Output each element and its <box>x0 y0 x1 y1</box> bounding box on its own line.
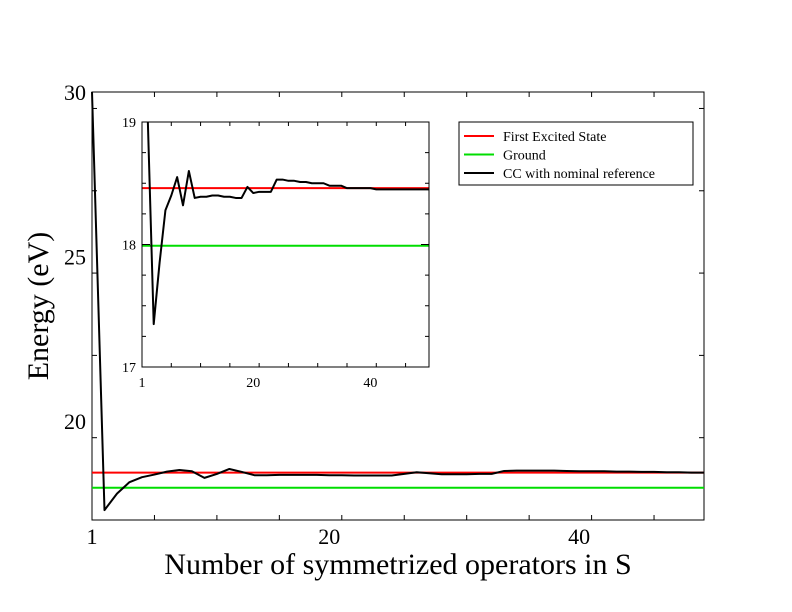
main-plot: 1 20 40 20 25 30 Number of symmetrized operat… <box>22 80 705 581</box>
inset-x-tick-label: 40 <box>363 376 377 391</box>
inset-x-tick-label: 20 <box>246 376 260 391</box>
inset-y-tick-label: 18 <box>122 239 136 254</box>
legend: First Excited State Ground CC with nominal… <box>458 121 694 186</box>
main-x-tick-label: 20 <box>318 524 340 549</box>
main-y-tick-label: 30 <box>64 80 86 105</box>
inset-plot: 1 20 40 17 18 19 First Excited State Ground CC … <box>122 116 694 391</box>
inset-series-group <box>142 121 429 326</box>
legend-entries: First Excited State Ground CC with nominal… <box>464 130 655 182</box>
main-ticks-group <box>91 92 704 521</box>
x-axis-title: Number of symmetrized operators in S <box>164 548 631 581</box>
main-x-tick-label: 40 <box>568 524 590 549</box>
inset-background <box>142 122 429 367</box>
legend-label-first-excited-state: First Excited State <box>503 130 606 145</box>
main-x-tick-label: 1 <box>87 524 98 549</box>
legend-box <box>458 121 694 186</box>
inset-y-tick-label: 17 <box>122 361 136 376</box>
legend-label-cc-with-nominal-reference: CC with nominal reference <box>503 167 655 182</box>
legend-label-ground: Ground <box>503 149 546 164</box>
inset-y-tick-label: 19 <box>122 116 136 131</box>
inset-x-tick-label: 1 <box>139 376 146 391</box>
main-series-group <box>91 91 704 512</box>
main-plot-frame <box>91 91 705 521</box>
main-y-tick-label: 20 <box>64 409 86 434</box>
main-series-cc-with-nominal-reference <box>91 91 704 512</box>
inset-tick-labels-group: 1 20 40 17 18 19 <box>122 116 377 391</box>
y-axis-title: Energy (eV) <box>22 232 55 381</box>
main-y-tick-label: 25 <box>64 245 86 270</box>
inset-plot-frame <box>141 121 430 368</box>
inset-series-cc-with-nominal-reference <box>146 121 429 326</box>
main-tick-labels-group: 1 20 40 20 25 30 <box>64 80 590 549</box>
